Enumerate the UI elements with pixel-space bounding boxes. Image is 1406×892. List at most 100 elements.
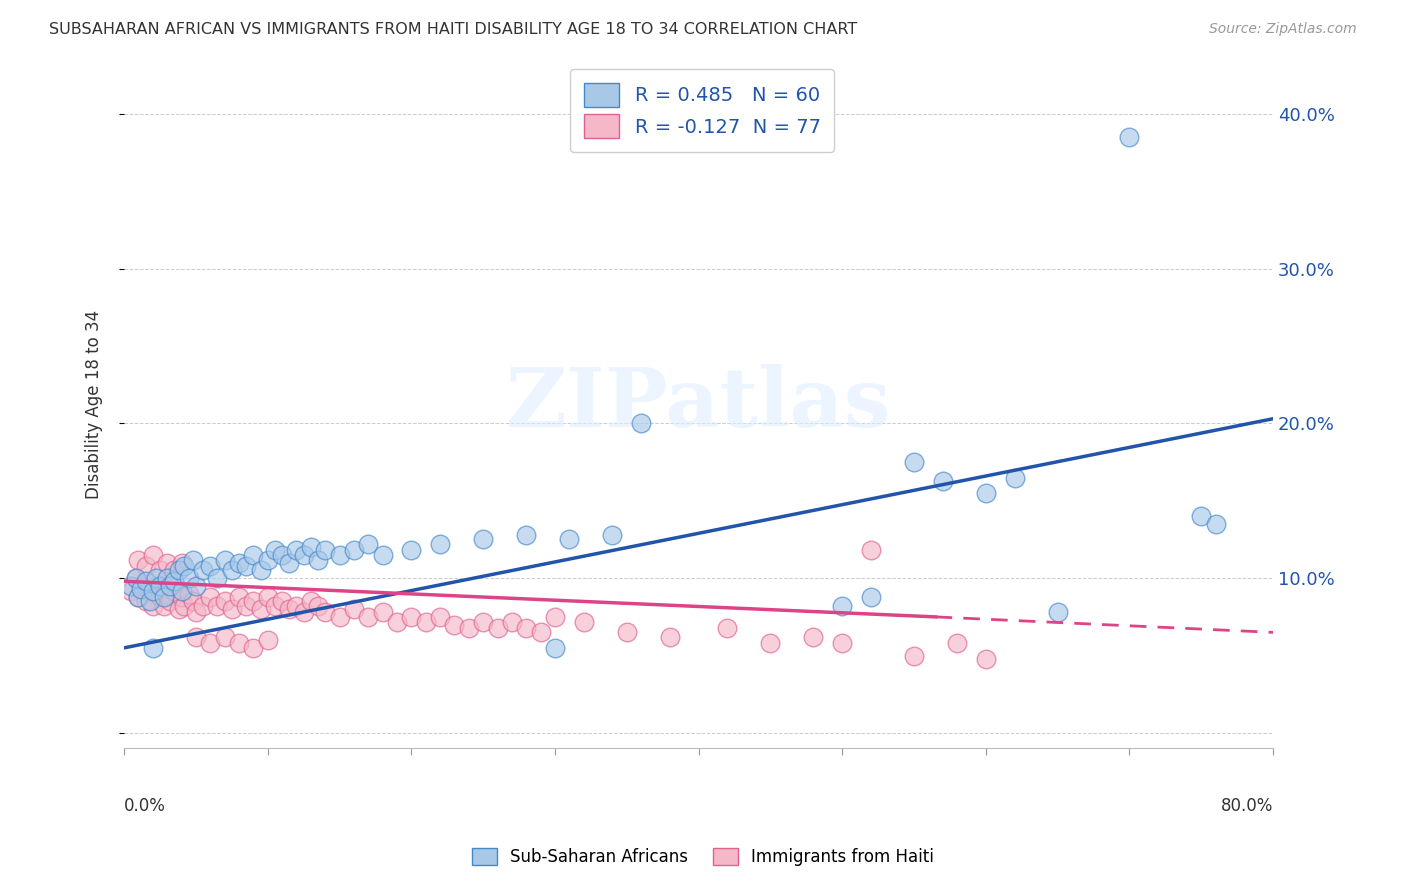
Text: SUBSAHARAN AFRICAN VS IMMIGRANTS FROM HAITI DISABILITY AGE 18 TO 34 CORRELATION : SUBSAHARAN AFRICAN VS IMMIGRANTS FROM HA…	[49, 22, 858, 37]
Point	[307, 552, 329, 566]
Point	[859, 543, 882, 558]
Point	[221, 602, 243, 616]
Point	[228, 590, 250, 604]
Point	[472, 533, 495, 547]
Point	[429, 610, 451, 624]
Point	[177, 587, 200, 601]
Point	[142, 548, 165, 562]
Point	[139, 594, 162, 608]
Point	[214, 630, 236, 644]
Point	[472, 615, 495, 629]
Point	[242, 640, 264, 655]
Point	[142, 599, 165, 613]
Point	[149, 564, 172, 578]
Point	[173, 599, 195, 613]
Point	[124, 571, 146, 585]
Point	[184, 605, 207, 619]
Point	[630, 417, 652, 431]
Point	[170, 590, 193, 604]
Point	[128, 590, 150, 604]
Point	[256, 633, 278, 648]
Point	[314, 605, 336, 619]
Point	[307, 599, 329, 613]
Point	[159, 579, 181, 593]
Point	[264, 543, 287, 558]
Point	[1118, 130, 1140, 145]
Point	[501, 615, 523, 629]
Legend: R = 0.485   N = 60, R = -0.127  N = 77: R = 0.485 N = 60, R = -0.127 N = 77	[571, 70, 834, 152]
Point	[145, 579, 167, 593]
Point	[142, 583, 165, 598]
Point	[156, 587, 179, 601]
Point	[163, 583, 186, 598]
Y-axis label: Disability Age 18 to 34: Disability Age 18 to 34	[86, 310, 103, 499]
Point	[429, 537, 451, 551]
Point	[235, 558, 257, 573]
Point	[974, 486, 997, 500]
Point	[135, 594, 157, 608]
Point	[207, 571, 229, 585]
Point	[759, 636, 782, 650]
Point	[314, 543, 336, 558]
Point	[329, 610, 352, 624]
Point	[170, 556, 193, 570]
Point	[135, 574, 157, 589]
Point	[292, 548, 315, 562]
Point	[515, 621, 537, 635]
Point	[256, 590, 278, 604]
Point	[602, 528, 624, 542]
Point	[285, 599, 308, 613]
Legend: Sub-Saharan Africans, Immigrants from Haiti: Sub-Saharan Africans, Immigrants from Ha…	[464, 840, 942, 875]
Point	[163, 574, 186, 589]
Point	[903, 648, 925, 663]
Text: 0.0%: 0.0%	[124, 797, 166, 814]
Point	[271, 594, 294, 608]
Point	[145, 571, 167, 585]
Point	[278, 556, 301, 570]
Point	[903, 455, 925, 469]
Point	[415, 615, 437, 629]
Point	[153, 599, 176, 613]
Point	[457, 621, 479, 635]
Point	[931, 474, 953, 488]
Point	[544, 610, 567, 624]
Point	[343, 543, 366, 558]
Point	[1205, 516, 1227, 531]
Point	[149, 579, 172, 593]
Point	[135, 558, 157, 573]
Point	[292, 605, 315, 619]
Point	[343, 602, 366, 616]
Point	[859, 590, 882, 604]
Point	[242, 548, 264, 562]
Point	[221, 564, 243, 578]
Point	[357, 537, 380, 551]
Point	[1046, 605, 1069, 619]
Point	[371, 605, 394, 619]
Point	[181, 552, 204, 566]
Point	[214, 552, 236, 566]
Point	[716, 621, 738, 635]
Point	[191, 564, 214, 578]
Point	[184, 630, 207, 644]
Point	[1004, 470, 1026, 484]
Point	[167, 602, 190, 616]
Point	[299, 594, 322, 608]
Point	[177, 571, 200, 585]
Point	[803, 630, 825, 644]
Point	[249, 564, 271, 578]
Point	[128, 590, 150, 604]
Point	[515, 528, 537, 542]
Point	[128, 552, 150, 566]
Point	[170, 583, 193, 598]
Point	[131, 579, 153, 593]
Text: ZIPatlas: ZIPatlas	[506, 364, 891, 444]
Point	[285, 543, 308, 558]
Point	[486, 621, 509, 635]
Point	[278, 602, 301, 616]
Point	[401, 543, 423, 558]
Point	[214, 594, 236, 608]
Point	[159, 594, 181, 608]
Point	[357, 610, 380, 624]
Point	[385, 615, 408, 629]
Point	[228, 556, 250, 570]
